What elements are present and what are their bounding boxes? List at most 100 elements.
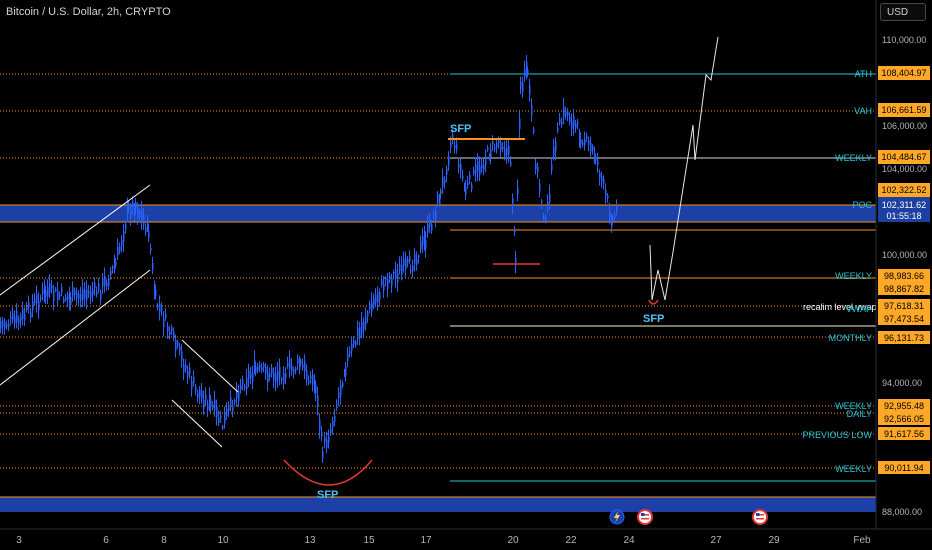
candle-body [475, 164, 477, 175]
svg-text:102,322.52: 102,322.52 [881, 185, 926, 195]
candle-body [412, 265, 414, 272]
candle-body [397, 272, 399, 283]
candle-body [594, 152, 596, 160]
candle-body [297, 358, 299, 364]
candle-body [114, 262, 116, 270]
candle-body [361, 321, 363, 333]
candle-body [252, 373, 254, 383]
candle-body [207, 404, 209, 411]
time-tick: 29 [768, 535, 780, 546]
price-box-weekly-4: 90,011.94 [878, 461, 930, 474]
candle-body [473, 170, 475, 174]
candle-body [592, 146, 594, 151]
trend-channel-drawings[interactable] [0, 138, 659, 486]
time-axis[interactable]: 3 6 8 10 13 15 17 20 22 24 27 29 Feb [0, 528, 932, 546]
candle-body [76, 292, 78, 299]
candle-body [61, 287, 63, 293]
candle-body [559, 119, 561, 124]
candle-body [433, 213, 435, 216]
candle-body [130, 210, 132, 219]
candle-body [293, 369, 295, 373]
candle-body [481, 164, 483, 169]
candle-body [502, 147, 504, 150]
candle-body [498, 140, 500, 144]
candle-body [181, 351, 183, 361]
currency-selector[interactable]: USD [880, 3, 926, 21]
svg-text:01:55:18: 01:55:18 [886, 211, 921, 221]
candle-body [224, 412, 226, 424]
candle-body [210, 398, 212, 407]
candle-body [379, 292, 381, 300]
us-flag-event-icon[interactable] [752, 509, 768, 525]
candle-body [465, 187, 467, 196]
candle-body [2, 320, 4, 327]
candle-body [36, 294, 38, 304]
forecast-path[interactable] [649, 36, 719, 301]
candle-body [399, 264, 401, 272]
candle-body [363, 321, 365, 330]
candle-body [483, 164, 485, 170]
candle-body [195, 386, 197, 391]
candle-body [214, 399, 216, 411]
candle-body [134, 208, 136, 216]
candle-body [422, 235, 424, 245]
candle-body [537, 166, 539, 173]
candle-body [82, 288, 84, 300]
candle-body [147, 219, 149, 225]
candle-body [74, 290, 76, 295]
candle-body [519, 118, 521, 129]
zone-bands [0, 204, 876, 512]
price-boxes: 108,404.97 106,661.59 104,484.67 102,322… [878, 66, 930, 474]
svg-text:92,955.48: 92,955.48 [884, 401, 924, 411]
candle-body [489, 155, 491, 159]
candle-body [275, 373, 277, 383]
sfp-label-forecast: SFP [643, 313, 664, 325]
candle-body [561, 121, 563, 125]
us-flag-event-icon[interactable] [637, 509, 653, 525]
lightning-event-icon[interactable] [609, 509, 625, 525]
level-label: WEEKLY [835, 271, 872, 281]
candle-body [545, 216, 547, 221]
candle-body [14, 316, 16, 324]
time-tick: 3 [16, 535, 22, 546]
candle-body [6, 324, 8, 328]
candle-body [607, 195, 609, 199]
candle-body [403, 258, 405, 266]
svg-text:98,983.66: 98,983.66 [884, 271, 924, 281]
svg-text:102,311.62: 102,311.62 [882, 200, 926, 210]
candle-body [409, 256, 411, 262]
candle-body [435, 211, 437, 221]
candle-body [55, 288, 57, 291]
candle-body [377, 291, 379, 303]
candle-body [59, 294, 61, 297]
candle-body [72, 286, 74, 297]
candle-body [500, 142, 502, 151]
price-axis[interactable]: 110,000.00 106,000.00 104,000.00 100,000… [875, 0, 927, 529]
candle-body [287, 362, 289, 367]
price-box-weekly-3: 92,955.48 [878, 399, 930, 412]
candle-body [508, 145, 510, 155]
candle-body [571, 120, 573, 129]
candle-body [161, 307, 163, 310]
candle-body [381, 280, 383, 285]
candle-body [203, 399, 205, 410]
candle-body [579, 133, 581, 143]
candle-body [193, 376, 195, 383]
candle-body [431, 224, 433, 231]
candle-body [238, 390, 240, 402]
candle-body [108, 278, 110, 286]
candle-body [289, 359, 291, 369]
candle-body [496, 143, 498, 147]
candle-body [128, 204, 130, 210]
candle-body [573, 116, 575, 127]
candle-body [555, 141, 557, 152]
candle-body [51, 285, 53, 289]
candle-body [154, 287, 156, 296]
level-label: ATH [855, 69, 872, 79]
candle-body [263, 364, 265, 368]
candle-body [375, 294, 377, 303]
svg-text:97,618.31: 97,618.31 [884, 301, 924, 311]
candle-body [442, 177, 444, 187]
candle-body [324, 437, 326, 443]
